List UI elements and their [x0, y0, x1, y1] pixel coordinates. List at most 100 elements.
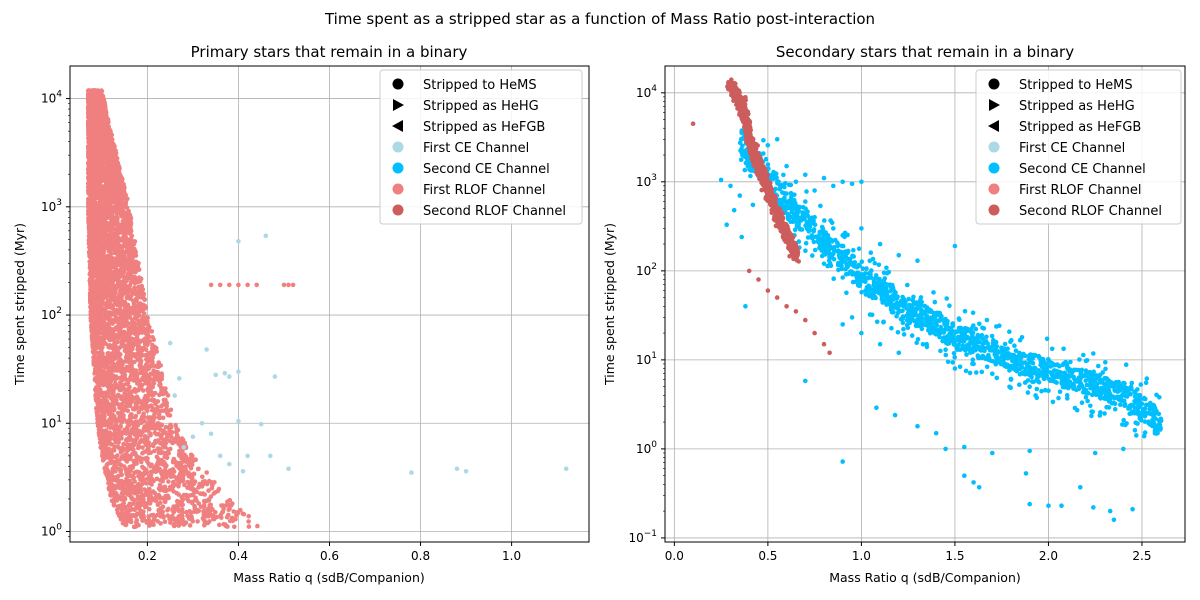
scatter-point [121, 263, 127, 269]
scatter-point [94, 299, 100, 304]
scatter-point [137, 428, 142, 434]
scatter-point [235, 511, 241, 516]
scatter-point [145, 315, 150, 321]
scatter-point [143, 375, 149, 380]
scatter-point [167, 484, 173, 490]
scatter-point [95, 294, 101, 299]
scatter-point [116, 384, 122, 389]
scatter-point [211, 513, 216, 519]
scatter-point [92, 306, 97, 311]
scatter-point [152, 430, 158, 436]
scatter-point [246, 513, 251, 519]
scatter-point [179, 498, 185, 504]
scatter-point [122, 407, 128, 412]
scatter-point [169, 434, 174, 440]
scatter-point [126, 417, 132, 423]
scatter-point [209, 486, 215, 491]
scatter-point [128, 395, 133, 401]
scatter-point [114, 251, 120, 256]
scatter-point [107, 417, 112, 422]
scatter-point [147, 506, 152, 512]
scatter-point [160, 478, 165, 484]
scatter-point [147, 356, 153, 362]
scatter-point [131, 352, 137, 357]
scatter-point [106, 411, 112, 417]
scatter-point [88, 310, 94, 316]
scatter-point [125, 448, 130, 453]
scatter-point [112, 368, 118, 373]
scatter-point [209, 480, 214, 485]
scatter-point [227, 497, 233, 503]
scatter-point [163, 494, 168, 499]
scatter-point [118, 301, 124, 307]
scatter-point [174, 426, 179, 431]
scatter-point [108, 312, 114, 318]
scatter-point [118, 282, 123, 288]
scatter-point [118, 195, 124, 201]
scatter-point [108, 405, 114, 411]
scatter-point [100, 249, 105, 255]
scatter-point [145, 387, 150, 392]
scatter-point [145, 422, 150, 427]
scatter-point [128, 400, 133, 406]
scatter-point [94, 146, 99, 152]
scatter-point [87, 254, 93, 259]
scatter-point [91, 294, 97, 300]
scatter-point [143, 492, 148, 497]
scatter-point [133, 276, 138, 282]
scatter-point [154, 375, 159, 381]
scatter-point [143, 352, 148, 358]
scatter-point [113, 486, 118, 491]
scatter-point [124, 469, 129, 475]
scatter-point [94, 141, 99, 146]
scatter-point [176, 508, 181, 514]
scatter-point [105, 455, 110, 460]
scatter-point [157, 392, 162, 398]
scatter-point [186, 498, 192, 504]
scatter-point [113, 423, 119, 429]
scatter-point [120, 255, 126, 261]
scatter-point [114, 211, 120, 216]
scatter-point [138, 417, 144, 423]
scatter-point [154, 476, 160, 482]
scatter-point [108, 215, 114, 221]
scatter-point [136, 484, 142, 490]
scatter-point [109, 137, 115, 142]
scatter-point [104, 391, 109, 397]
scatter-point [97, 399, 102, 405]
scatter-point [105, 117, 111, 123]
scatter-point [207, 503, 212, 508]
scatter-point [118, 210, 124, 215]
scatter-point [168, 446, 173, 452]
scatter-point [90, 229, 96, 235]
scatter-point [122, 427, 127, 433]
scatter-point [104, 158, 109, 163]
scatter-point [165, 507, 170, 513]
scatter-point [95, 285, 101, 291]
scatter-point [116, 436, 121, 442]
scatter-point [141, 466, 147, 471]
scatter-point [143, 481, 149, 486]
scatter-point [134, 519, 139, 525]
scatter-point [158, 506, 163, 511]
scatter-point [153, 349, 158, 354]
scatter-point [195, 466, 201, 472]
scatter-point [217, 522, 222, 528]
scatter-point [102, 232, 108, 238]
scatter-point [127, 325, 133, 331]
scatter-point [114, 218, 120, 224]
scatter-point [137, 378, 143, 384]
scatter-point [151, 337, 156, 343]
scatter-point [133, 253, 139, 258]
scatter-point [102, 314, 108, 320]
scatter-point [163, 444, 168, 450]
scatter-point [223, 522, 228, 527]
scatter-point [154, 462, 160, 468]
scatter-point [97, 321, 102, 326]
scatter-point [128, 296, 133, 302]
scatter-point [132, 285, 137, 291]
scatter-point [131, 239, 137, 245]
scatter-point [148, 521, 154, 527]
scatter-point [132, 524, 138, 529]
scatter-point [125, 250, 131, 255]
